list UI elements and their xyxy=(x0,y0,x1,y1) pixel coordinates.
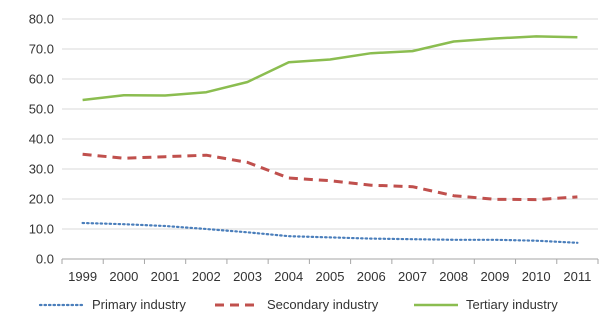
x-tick-label: 2000 xyxy=(109,269,138,284)
y-tick-label: 0.0 xyxy=(36,252,54,267)
y-tick-label: 40.0 xyxy=(29,132,54,147)
series-line-tertiary-industry xyxy=(82,35,578,102)
y-tick-label: 30.0 xyxy=(29,162,54,177)
x-tick-label: 2008 xyxy=(439,269,468,284)
axes xyxy=(61,258,599,264)
x-tick-label: 2006 xyxy=(357,269,386,284)
legend-label: Secondary industry xyxy=(267,297,379,312)
y-tick-label: 70.0 xyxy=(29,42,54,57)
y-tick-label: 10.0 xyxy=(29,222,54,237)
series-line-secondary-industry xyxy=(82,152,578,202)
y-tick-label: 20.0 xyxy=(29,192,54,207)
x-tick-label: 2011 xyxy=(563,269,591,284)
x-tick-label: 2004 xyxy=(274,269,303,284)
x-tick-label: 2005 xyxy=(316,269,345,284)
y-tick-label: 60.0 xyxy=(29,72,54,87)
x-tick-label: 2009 xyxy=(480,269,509,284)
x-tick-label: 2007 xyxy=(398,269,427,284)
x-tick-label: 2003 xyxy=(233,269,262,284)
y-tick-label: 80.0 xyxy=(29,12,54,27)
x-tick-label: 1999 xyxy=(68,269,97,284)
x-tick-label: 2002 xyxy=(192,269,221,284)
series-lines xyxy=(81,35,579,244)
legend: Primary industry Secondary industry Tertia… xyxy=(38,297,558,312)
y-tick-label: 50.0 xyxy=(29,102,54,117)
x-tick-label: 2010 xyxy=(522,269,551,284)
series-line-primary-industry xyxy=(81,221,579,244)
legend-label: Tertiary industry xyxy=(466,297,558,312)
x-tick-labels: 1999 2000 2001 2002 2003 2004 2005 2006 2007 2008… xyxy=(68,269,591,284)
gridlines xyxy=(62,18,598,230)
y-tick-labels: 0.0 10.0 20.0 30.0 40.0 50.0 60.0 70.0 80.0 xyxy=(29,12,54,267)
legend-label: Primary industry xyxy=(92,297,186,312)
x-tick-label: 2001 xyxy=(151,269,180,284)
